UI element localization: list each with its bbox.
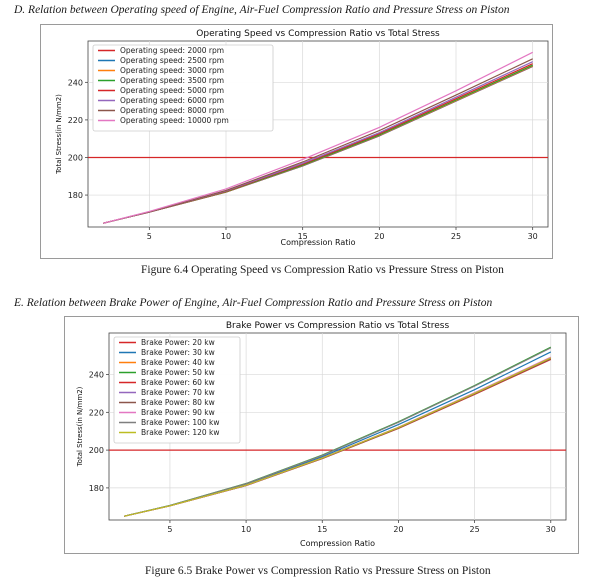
legend-label: Brake Power: 90 kw	[141, 408, 215, 417]
x-tick-label: 25	[470, 525, 480, 534]
x-axis-label: Compression Ratio	[300, 539, 375, 548]
figure-6-5-frame: 5 10 15 20 25 30 180 200 220 240 Brake Power vs Co…	[64, 316, 579, 554]
legend-label: Operating speed: 6000 rpm	[120, 96, 224, 105]
x-axis-label: Compression Ratio	[281, 238, 356, 247]
x-tick-label: 20	[374, 232, 384, 241]
series-line-7	[103, 51, 533, 224]
legend-label: Brake Power: 120 kw	[141, 428, 220, 437]
y-tick-label: 220	[68, 116, 83, 125]
operating-speed-chart: 5 10 15 20 25 30 180 200 220 240 Operating Speed v…	[55, 29, 549, 247]
legend-label: Brake Power: 80 kw	[141, 398, 215, 407]
y-axis-label: Total Stress(in N/mm2)	[76, 386, 84, 467]
legend-label: Brake Power: 60 kw	[141, 378, 215, 387]
legend-label: Operating speed: 8000 rpm	[120, 106, 224, 115]
y-tick-label: 240	[68, 78, 83, 87]
legend-label: Brake Power: 50 kw	[141, 368, 215, 377]
chart-title: Brake Power vs Compression Ratio vs Tota…	[226, 321, 450, 331]
x-tick-label: 5	[167, 525, 172, 534]
x-tick-label: 15	[317, 525, 327, 534]
chart-title: Operating Speed vs Compression Ratio vs …	[196, 29, 440, 39]
x-tick-label: 30	[528, 232, 538, 241]
figure-6-4-frame: 5 10 15 20 25 30 180 200 220 240 Operating Speed v…	[40, 24, 553, 259]
y-tick-label: 180	[68, 191, 83, 200]
x-tick-label: 20	[393, 525, 403, 534]
x-tick-label: 10	[221, 232, 231, 241]
y-tick-label: 220	[89, 408, 104, 417]
section-d-heading: D. Relation between Operating speed of E…	[14, 4, 510, 16]
y-tick-label: 200	[68, 153, 83, 162]
legend-box	[113, 336, 241, 444]
legend-box	[92, 44, 274, 132]
figure-6-5-caption: Figure 6.5 Brake Power vs Compression Ra…	[145, 565, 491, 577]
legend-label: Brake Power: 30 kw	[141, 348, 215, 357]
x-tick-label: 10	[241, 525, 251, 534]
figure-6-4-caption: Figure 6.4 Operating Speed vs Compressio…	[141, 264, 504, 276]
legend-label: Brake Power: 70 kw	[141, 388, 215, 397]
legend-label: Operating speed: 3000 rpm	[120, 66, 224, 75]
x-tick-label: 5	[147, 232, 152, 241]
brake-power-chart: 5 10 15 20 25 30 180 200 220 240 Brake Power vs Co…	[76, 321, 567, 548]
legend-label: Operating speed: 2000 rpm	[120, 46, 224, 55]
legend-label: Brake Power: 40 kw	[141, 358, 215, 367]
y-tick-label: 240	[89, 371, 104, 380]
y-tick-label: 200	[89, 446, 104, 455]
legend-label: Brake Power: 20 kw	[141, 338, 215, 347]
legend-label: Operating speed: 5000 rpm	[120, 86, 224, 95]
legend-label: Operating speed: 3500 rpm	[120, 76, 224, 85]
legend-label: Operating speed: 2500 rpm	[120, 56, 224, 65]
x-tick-label: 30	[546, 525, 556, 534]
x-tick-label: 25	[451, 232, 461, 241]
section-e-heading: E. Relation between Brake Power of Engin…	[14, 297, 493, 309]
legend-label: Brake Power: 100 kw	[141, 418, 220, 427]
y-tick-label: 180	[89, 484, 104, 493]
legend-label: Operating speed: 10000 rpm	[120, 116, 229, 125]
x-tick-label: 15	[298, 232, 308, 241]
series-line-9	[124, 357, 552, 517]
y-axis-label: Total Stress(in N/mm2)	[55, 94, 63, 175]
